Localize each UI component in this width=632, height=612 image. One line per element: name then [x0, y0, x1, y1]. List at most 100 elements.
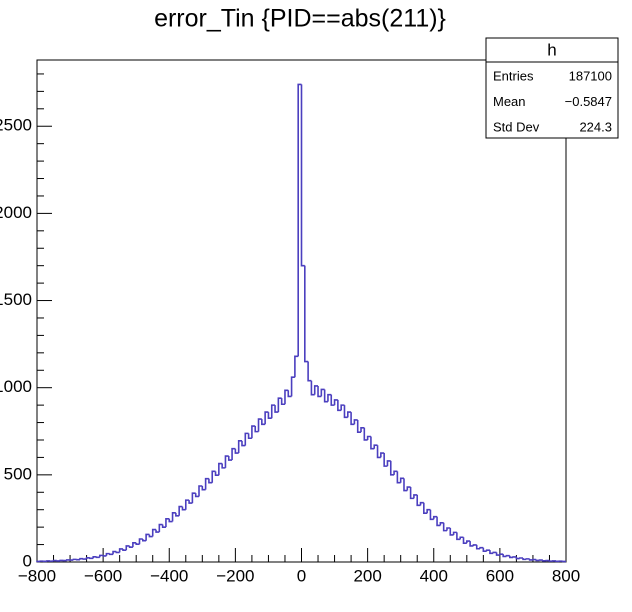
histogram-bin — [151, 528, 157, 537]
histogram-bin — [72, 558, 77, 561]
histogram-bin — [327, 393, 332, 402]
histogram-bin — [115, 551, 120, 554]
histogram-bin — [234, 448, 239, 454]
histogram-bin — [304, 265, 309, 363]
histogram-bin — [442, 522, 447, 532]
histogram-bin — [112, 550, 117, 555]
histogram-bin — [320, 388, 325, 397]
histogram-bin — [198, 485, 203, 497]
histogram-bin — [548, 560, 553, 562]
histogram-bin — [528, 558, 533, 561]
histogram-bin — [416, 494, 421, 507]
stats-value: 187100 — [569, 68, 612, 83]
histogram-bin — [343, 405, 348, 419]
histogram-bin — [489, 550, 494, 555]
histogram-bin — [419, 501, 424, 506]
histogram-bin — [456, 532, 461, 541]
histogram-bin — [257, 418, 262, 432]
histogram-bin — [346, 411, 352, 418]
histogram-bin — [466, 540, 471, 544]
histogram-bin — [512, 556, 517, 558]
histogram-bin — [333, 399, 338, 406]
histogram-bin — [522, 557, 527, 561]
histogram-bin — [399, 477, 404, 483]
histogram-bin — [495, 552, 500, 556]
histogram-bin — [429, 509, 434, 521]
histogram-bin — [277, 397, 282, 413]
histogram-bin — [181, 506, 186, 511]
histogram-bin — [125, 545, 130, 551]
histogram-bin — [363, 427, 368, 441]
stats-value: −0.5847 — [565, 94, 612, 109]
histogram-bin — [214, 471, 219, 476]
histogram-bin — [178, 505, 183, 516]
histogram-bin — [194, 493, 200, 498]
histogram-bin — [525, 558, 530, 560]
histogram-bin — [99, 554, 104, 558]
histogram-bin — [264, 411, 269, 425]
histogram-bin — [211, 470, 216, 483]
histogram-bin — [118, 548, 123, 553]
y-tick-label: 500 — [4, 464, 32, 483]
histogram-bin — [350, 412, 355, 426]
histogram-bin — [459, 536, 464, 540]
stats-label: Entries — [493, 68, 534, 83]
histogram-bin — [393, 470, 398, 475]
histogram-bin — [340, 404, 345, 411]
histogram-bin — [254, 426, 259, 433]
histogram-bin — [171, 512, 176, 522]
histogram-bin — [102, 555, 107, 557]
histogram-bin — [280, 398, 285, 406]
histogram-bin — [380, 452, 385, 458]
histogram-bin — [370, 436, 375, 450]
histogram-bin — [423, 502, 428, 514]
histogram-bin — [52, 559, 57, 562]
histogram-bin — [485, 549, 490, 552]
chart-title: error_Tin {PID==abs(211)} — [154, 5, 446, 33]
histogram-bin — [403, 478, 408, 492]
histogram-bin — [128, 545, 133, 548]
histogram-bin — [218, 462, 223, 476]
histogram-bin — [499, 553, 504, 556]
x-tick-label: −400 — [150, 566, 188, 585]
histogram-bin — [191, 492, 196, 504]
histogram-bin — [366, 435, 371, 440]
histogram-bin — [449, 528, 454, 536]
histogram-bin — [79, 557, 84, 560]
histogram-bin — [247, 433, 252, 440]
histogram-bin — [313, 385, 319, 395]
histogram-bin — [274, 405, 279, 413]
histogram-bin — [287, 390, 292, 398]
histogram-bin — [158, 523, 163, 533]
histogram-bin — [135, 542, 140, 546]
histogram-bin — [386, 460, 391, 467]
histogram-bin — [89, 557, 94, 560]
histogram-bin — [241, 440, 246, 447]
histogram-bin — [307, 361, 312, 382]
histogram-bin — [122, 548, 127, 551]
histogram-bin — [409, 487, 414, 500]
histogram-bin — [290, 376, 295, 397]
histogram-bin — [472, 544, 477, 546]
x-tick-label: 800 — [552, 566, 580, 585]
x-tick-label: −200 — [216, 566, 254, 585]
histogram-bin — [138, 538, 143, 545]
histogram-bin — [389, 460, 395, 476]
histogram-bin — [227, 456, 233, 461]
histogram-bin — [310, 380, 315, 396]
histogram-bin — [201, 486, 206, 491]
histogram-bin — [168, 518, 173, 523]
x-tick-label: −600 — [84, 566, 122, 585]
histogram-bin — [323, 389, 328, 403]
histogram-bin — [270, 404, 276, 419]
histogram-bin — [155, 529, 160, 533]
histogram-bin — [360, 426, 365, 433]
histogram-bin — [475, 544, 481, 550]
histogram-bin — [432, 515, 438, 520]
y-tick-label: 2500 — [0, 116, 32, 135]
histogram-bin — [492, 551, 497, 554]
histogram-bin — [353, 419, 358, 425]
histogram-bin — [462, 537, 467, 544]
stats-frame — [485, 37, 619, 139]
